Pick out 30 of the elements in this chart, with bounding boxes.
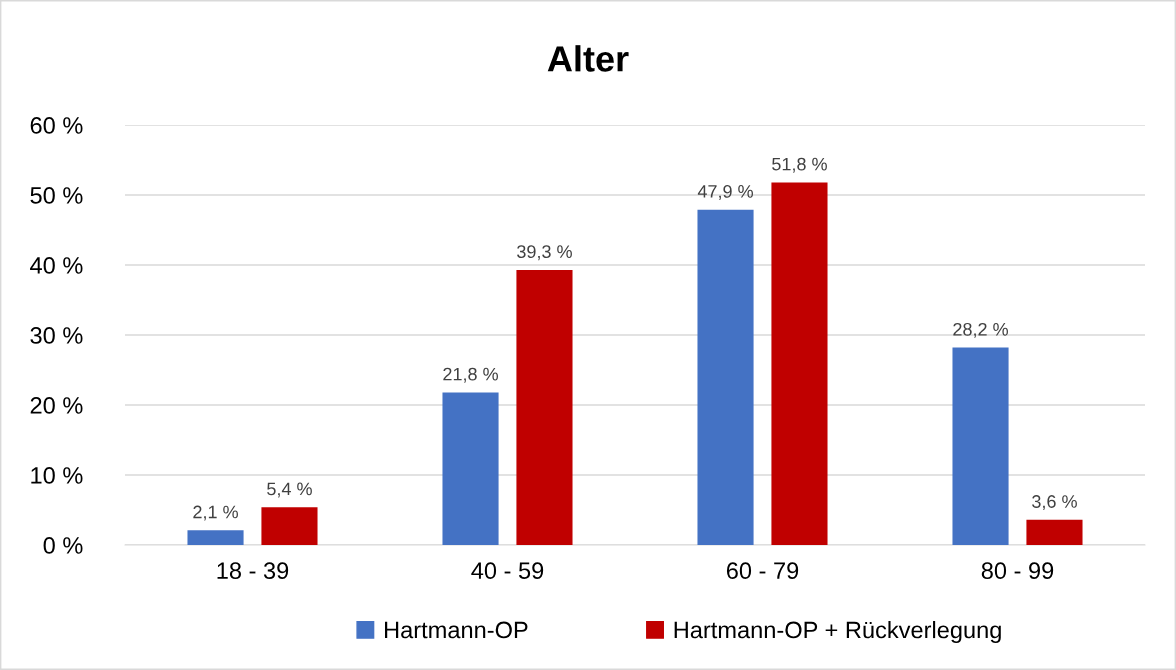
bar (187, 530, 244, 545)
x-tick-label: 40 - 59 (471, 562, 544, 580)
legend-label: Hartmann-OP + Rückverlegung (674, 620, 1001, 644)
data-label: 2,1 % (193, 505, 238, 521)
x-tick-label: 60 - 79 (726, 562, 799, 580)
x-tick-label: 18 - 39 (217, 562, 289, 580)
data-label: 39,3 % (517, 245, 572, 261)
data-label: 5,4 % (267, 482, 312, 498)
bar (442, 392, 499, 545)
y-tick-label: 0 % (43, 537, 83, 554)
data-label: 51,8 % (772, 157, 827, 173)
legend-label: Hartmann-OP (385, 621, 528, 639)
data-label: 28,2 % (953, 322, 1008, 338)
bar (771, 182, 828, 545)
bar (952, 347, 1009, 545)
bar (261, 507, 318, 545)
data-label: 47,9 % (697, 185, 753, 200)
y-tick-label: 50 % (30, 187, 83, 204)
data-label: 21,8 % (443, 367, 498, 383)
bar (697, 209, 754, 545)
bar (516, 269, 573, 545)
y-tick-label: 40 % (30, 257, 83, 274)
data-label: 3,6 % (1032, 495, 1077, 511)
bar (1026, 519, 1083, 545)
y-tick-label: 20 % (30, 397, 83, 414)
y-tick-label: 10 % (31, 467, 83, 484)
y-tick-label: 30 % (30, 327, 83, 344)
chart-title: Alter (547, 45, 629, 72)
y-tick-label: 60 % (30, 117, 83, 134)
x-tick-label: 80 - 99 (981, 562, 1054, 580)
